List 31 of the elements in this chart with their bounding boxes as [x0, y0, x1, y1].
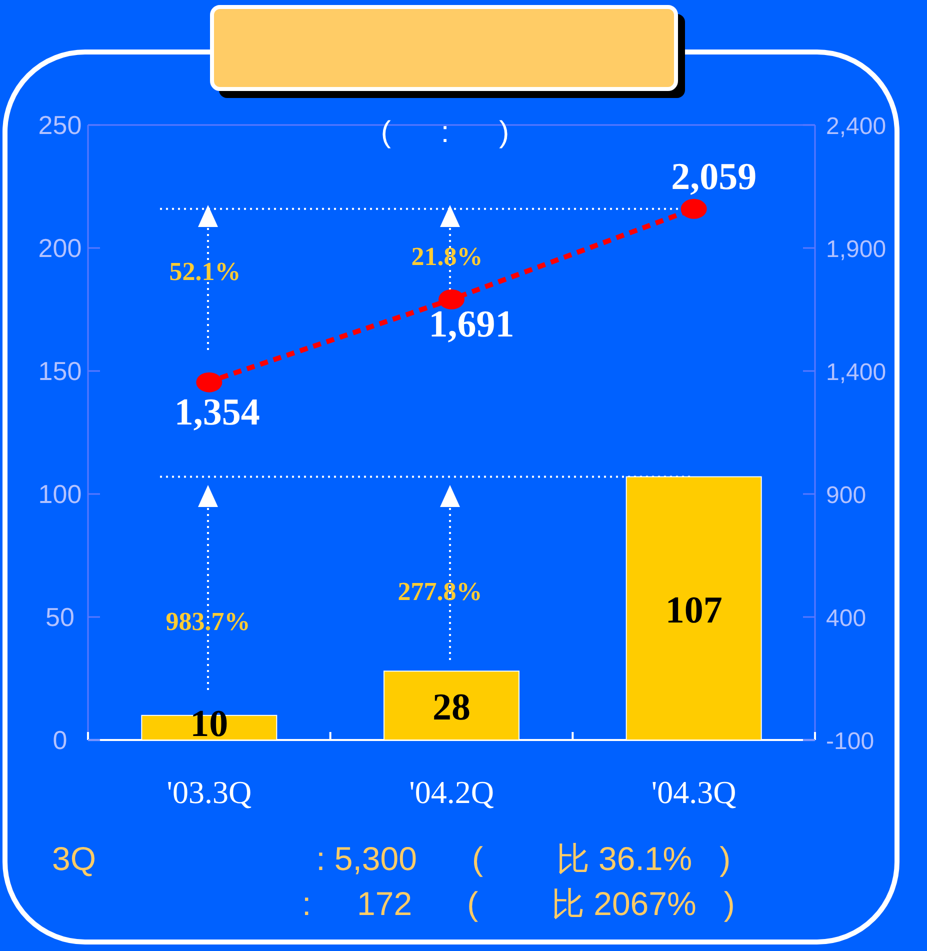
annotation: 52.1%	[169, 257, 241, 286]
data-label: 28	[432, 686, 470, 729]
y2-tick-label: 900	[826, 482, 866, 509]
point	[680, 198, 707, 219]
x-tick-label: '03.3Q	[166, 774, 252, 810]
y2-tick-label: 2,400	[826, 113, 886, 140]
point	[438, 289, 464, 310]
data-label: 1,354	[174, 391, 260, 434]
y2-tick-label: 400	[826, 605, 866, 632]
y-tick-label: 50	[46, 602, 74, 632]
data-label: 10	[190, 703, 228, 745]
chart-title: ( : )	[380, 116, 510, 149]
x-tick-label: '04.2Q	[409, 774, 494, 810]
data-label: 1,691	[428, 303, 514, 346]
y2-tick-label: 1,400	[826, 359, 886, 386]
point	[196, 372, 222, 392]
annotation: 277.8%	[398, 577, 482, 606]
y-tick-label: 200	[38, 233, 82, 263]
y-tick-label: 250	[38, 110, 82, 140]
y-tick-label: 100	[38, 479, 82, 509]
x-tick-label: '04.3Q	[651, 774, 736, 810]
data-label: 107	[665, 589, 722, 632]
data-label: 2,059	[671, 156, 757, 198]
text: : 172 ( 比 2067% )	[302, 885, 735, 922]
y2-tick-label: -100	[826, 728, 874, 755]
annotation: 983.7%	[166, 607, 250, 636]
annotation: 21.8%	[411, 242, 483, 271]
y-tick-label: 0	[52, 725, 68, 755]
y2-tick-label: 1,900	[826, 236, 886, 263]
y-tick-label: 150	[38, 356, 82, 386]
text: 3Q : 5,300 ( 比 36.1% )	[52, 840, 731, 877]
